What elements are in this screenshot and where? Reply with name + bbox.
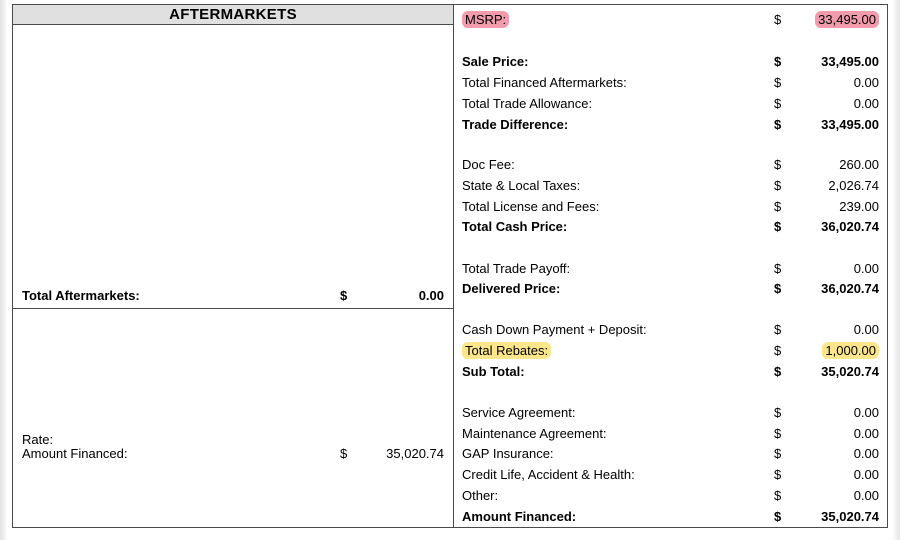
- service-agreement-amount: 0.00: [853, 405, 879, 420]
- row-msrp: MSRP: $ 33,495.00: [454, 11, 888, 28]
- total-aftermarkets-label: Total Aftermarkets:: [22, 288, 140, 303]
- other-label: Other:: [462, 488, 499, 503]
- credit-life-currency: $: [774, 467, 782, 482]
- row-trade-difference: Trade Difference: $ 33,495.00: [454, 117, 888, 133]
- msrp-currency: $: [774, 12, 782, 27]
- state-local-taxes-label: State & Local Taxes:: [462, 178, 581, 193]
- total-trade-allowance-amount: 0.00: [853, 96, 879, 111]
- row-other: Other: $ 0.00: [454, 488, 888, 504]
- cash-down-payment-label: Cash Down Payment + Deposit:: [462, 322, 647, 337]
- left-section-divider: [13, 308, 453, 309]
- row-maintenance-agreement: Maintenance Agreement: $ 0.00: [454, 426, 888, 442]
- row-cash-down-payment: Cash Down Payment + Deposit: $ 0.00: [454, 322, 888, 338]
- row-doc-fee: Doc Fee: $ 260.00: [454, 157, 888, 173]
- total-license-fees-amount: 239.00: [839, 199, 879, 214]
- amount-financed-value-left: 35,020.74: [386, 446, 444, 461]
- amount-financed-currency-left: $: [340, 446, 348, 461]
- total-financed-aftermarkets-amount: 0.00: [853, 75, 879, 90]
- row-sale-price: Sale Price: $ 33,495.00: [454, 54, 888, 70]
- delivered-price-amount: 36,020.74: [821, 281, 879, 296]
- cash-down-payment-currency: $: [774, 322, 782, 337]
- gap-insurance-currency: $: [774, 446, 782, 461]
- state-local-taxes-amount: 2,026.74: [828, 178, 879, 193]
- other-currency: $: [774, 488, 782, 503]
- total-cash-price-currency: $: [774, 219, 782, 234]
- msrp-amount-highlight: 33,495.00: [815, 11, 879, 28]
- maintenance-agreement-currency: $: [774, 426, 782, 441]
- service-agreement-currency: $: [774, 405, 782, 420]
- trade-difference-label: Trade Difference:: [462, 117, 569, 132]
- sub-total-label: Sub Total:: [462, 364, 525, 379]
- maintenance-agreement-amount: 0.00: [853, 426, 879, 441]
- msrp-amount: 33,495.00: [815, 11, 879, 28]
- total-trade-allowance-currency: $: [774, 96, 782, 111]
- row-state-local-taxes: State & Local Taxes: $ 2,026.74: [454, 178, 888, 194]
- deal-worksheet-form: [12, 4, 888, 528]
- sale-price-label: Sale Price:: [462, 54, 529, 69]
- trade-difference-amount: 33,495.00: [821, 117, 879, 132]
- delivered-price-currency: $: [774, 281, 782, 296]
- gap-insurance-amount: 0.00: [853, 446, 879, 461]
- total-rebates-amount: 1,000.00: [822, 342, 879, 359]
- column-divider: [453, 4, 454, 528]
- gap-insurance-label: GAP Insurance:: [462, 446, 554, 461]
- amount-financed-currency: $: [774, 509, 782, 524]
- total-trade-payoff-amount: 0.00: [853, 261, 879, 276]
- page-edge-shadow-right: [892, 0, 900, 540]
- row-gap-insurance: GAP Insurance: $ 0.00: [454, 446, 888, 462]
- sale-price-amount: 33,495.00: [821, 54, 879, 69]
- total-trade-allowance-label: Total Trade Allowance:: [462, 96, 593, 111]
- total-rebates-amount-highlight: 1,000.00: [822, 342, 879, 359]
- row-amount-financed: Amount Financed: $ 35,020.74: [454, 509, 888, 525]
- total-financed-aftermarkets-label: Total Financed Aftermarkets:: [462, 75, 627, 90]
- row-sub-total: Sub Total: $ 35,020.74: [454, 364, 888, 380]
- rate-label: Rate:: [22, 432, 54, 447]
- state-local-taxes-currency: $: [774, 178, 782, 193]
- delivered-price-label: Delivered Price:: [462, 281, 561, 296]
- sub-total-amount: 35,020.74: [821, 364, 879, 379]
- cash-down-payment-amount: 0.00: [853, 322, 879, 337]
- row-service-agreement: Service Agreement: $ 0.00: [454, 405, 888, 421]
- credit-life-label: Credit Life, Accident & Health:: [462, 467, 635, 482]
- doc-fee-amount: 260.00: [839, 157, 879, 172]
- row-total-trade-payoff: Total Trade Payoff: $ 0.00: [454, 261, 888, 277]
- row-delivered-price: Delivered Price: $ 36,020.74: [454, 281, 888, 297]
- row-credit-life: Credit Life, Accident & Health: $ 0.00: [454, 467, 888, 483]
- total-cash-price-amount: 36,020.74: [821, 219, 879, 234]
- other-amount: 0.00: [853, 488, 879, 503]
- msrp-label: MSRP:: [462, 11, 510, 28]
- row-total-license-fees: Total License and Fees: $ 239.00: [454, 199, 888, 215]
- aftermarkets-header: AFTERMARKETS: [13, 5, 453, 25]
- total-trade-payoff-currency: $: [774, 261, 782, 276]
- trade-difference-currency: $: [774, 117, 782, 132]
- total-license-fees-currency: $: [774, 199, 782, 214]
- doc-fee-currency: $: [774, 157, 782, 172]
- total-rebates-label-highlight: Total Rebates:: [462, 342, 552, 359]
- total-rebates-label: Total Rebates:: [462, 342, 552, 359]
- row-total-trade-allowance: Total Trade Allowance: $ 0.00: [454, 96, 888, 112]
- total-trade-payoff-label: Total Trade Payoff:: [462, 261, 571, 276]
- amount-financed-label: Amount Financed:: [462, 509, 577, 524]
- total-financed-aftermarkets-currency: $: [774, 75, 782, 90]
- sub-total-currency: $: [774, 364, 782, 379]
- total-aftermarkets-value: 0.00: [418, 288, 444, 303]
- total-cash-price-label: Total Cash Price:: [462, 219, 568, 234]
- row-total-rebates: Total Rebates: $ 1,000.00: [454, 342, 888, 359]
- row-total-financed-aftermarkets: Total Financed Aftermarkets: $ 0.00: [454, 75, 888, 91]
- total-aftermarkets-currency: $: [340, 288, 348, 303]
- service-agreement-label: Service Agreement:: [462, 405, 576, 420]
- page-edge-shadow: [0, 0, 6, 540]
- row-total-cash-price: Total Cash Price: $ 36,020.74: [454, 219, 888, 235]
- doc-fee-label: Doc Fee:: [462, 157, 515, 172]
- amount-financed-amount: 35,020.74: [821, 509, 879, 524]
- amount-financed-label-left: Amount Financed:: [22, 446, 128, 461]
- total-rebates-currency: $: [774, 343, 782, 358]
- sale-price-currency: $: [774, 54, 782, 69]
- msrp-label-highlight: MSRP:: [462, 11, 510, 28]
- maintenance-agreement-label: Maintenance Agreement:: [462, 426, 607, 441]
- credit-life-amount: 0.00: [853, 467, 879, 482]
- total-license-fees-label: Total License and Fees:: [462, 199, 600, 214]
